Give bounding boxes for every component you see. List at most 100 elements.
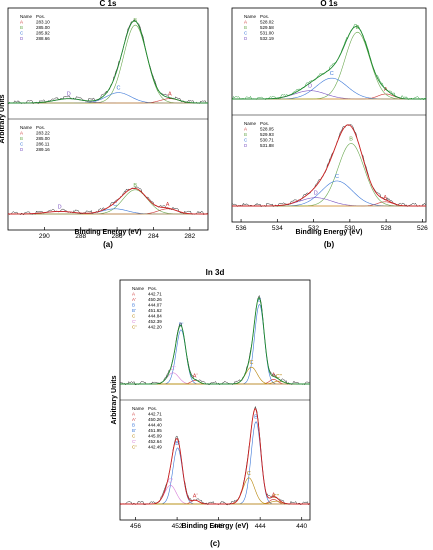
- legend-entry-pos: 451.62: [148, 308, 162, 313]
- legend-entry-name: B: [20, 25, 23, 30]
- x-tick-label: 532: [308, 225, 319, 232]
- legend-entry-pos: 444.07: [148, 303, 162, 308]
- y-axis-label: Arbitrary Units: [0, 94, 6, 143]
- x-axis-label: Binding Energy (eV): [182, 523, 249, 530]
- peak-label: B: [356, 25, 360, 31]
- legend-entry-pos: 444.84: [148, 314, 162, 319]
- legend-entry-pos: 531.00: [260, 31, 274, 36]
- peak-label: D: [67, 92, 71, 98]
- legend-entry-name: D: [20, 147, 24, 152]
- legend-entry-pos: 450.26: [148, 417, 162, 422]
- legend-entry-name: B: [132, 423, 135, 428]
- component-peak-B: [232, 143, 426, 207]
- x-tick-label: 536: [236, 225, 247, 232]
- legend-entry-pos: 528.05: [260, 127, 274, 132]
- legend-entry-pos: 529.93: [260, 132, 274, 137]
- legend-entry-name: A: [20, 131, 23, 136]
- legend-header-pos: Pos.: [36, 125, 45, 130]
- peak-label: A: [272, 372, 276, 378]
- component-peak-D: [232, 90, 426, 100]
- legend-entry-name: D: [244, 36, 248, 41]
- y-axis-label: Arbitrary Units: [111, 375, 118, 424]
- peak-label: C: [249, 360, 253, 366]
- panel-label: (c): [210, 539, 220, 548]
- legend-entry-name: C': [132, 319, 136, 324]
- fit-envelope: [8, 187, 208, 215]
- legend-top: Name Pos. A 442.71 A' 450.26 B 444.07 B' 451.62 C 4…: [132, 286, 162, 330]
- legend-entry-name: C: [20, 31, 24, 36]
- peak-label: C'': [276, 374, 282, 380]
- chart-title: C 1s: [100, 0, 117, 8]
- component-peak-B: [232, 31, 426, 100]
- x-tick-label: 284: [148, 233, 159, 240]
- peak-label: D: [308, 84, 312, 90]
- legend-entry-pos: 531.88: [260, 143, 274, 148]
- peak-label: C: [335, 174, 339, 180]
- x-axis-label: Binding Energy (eV): [296, 229, 363, 236]
- legend-entry-name: B': [132, 308, 136, 313]
- legend-entry-pos: 285.00: [36, 25, 50, 30]
- peak-label: A': [193, 493, 198, 499]
- legend-entry-name: C: [20, 142, 24, 147]
- peak-label: C: [113, 202, 117, 208]
- x-tick-label: 456: [130, 523, 141, 530]
- peak-label: A: [272, 492, 276, 498]
- legend-entry-pos: 530.71: [260, 138, 274, 143]
- legend-entry-name: C': [132, 439, 136, 444]
- legend-bottom: Name Pos. A 528.05 B 529.93 C 530.71 D 531.88: [244, 121, 274, 148]
- x-tick-label: 534: [272, 225, 283, 232]
- legend-entry-name: B: [20, 136, 23, 141]
- legend-entry-name: C: [244, 138, 248, 143]
- legend-entry-name: B: [132, 303, 135, 308]
- legend-entry-name: A: [244, 20, 247, 25]
- legend-entry-pos: 529.58: [260, 25, 274, 30]
- legend-entry-pos: 442.71: [148, 412, 162, 417]
- x-axis-label: Binding Energy (eV): [75, 229, 142, 236]
- peak-label: B': [175, 441, 180, 447]
- legend-top: Name Pos. A 283.10 B 285.00 C 285.92 D 288.66: [20, 14, 50, 41]
- x-tick-label: 282: [184, 233, 195, 240]
- legend-header-name: Name: [244, 121, 257, 126]
- chart-panel-2: In 3d Arbitrary Units 456 452 448 444 440 Bindi…: [111, 268, 311, 548]
- peak-label: A: [384, 87, 388, 93]
- component-peak-C: [232, 77, 426, 100]
- legend-entry-name: D: [20, 36, 24, 41]
- peak-label: D: [58, 204, 62, 210]
- peak-label: A: [166, 202, 170, 208]
- x-tick-label: 288: [75, 233, 86, 240]
- legend-entry-pos: 445.09: [148, 434, 162, 439]
- x-tick-label: 290: [39, 233, 50, 240]
- chart-title: In 3d: [206, 268, 225, 277]
- legend-bottom: Name Pos. A 283.22 B 285.00 C 286.11 D 289.16: [20, 125, 50, 152]
- fit-envelope: [8, 20, 208, 104]
- chart-panel-0: C 1s Arbitrary Units 290 288 286 284 282 Bindin…: [0, 0, 209, 249]
- legend-header-name: Name: [244, 14, 257, 19]
- legend-top: Name Pos. A 528.02 B 529.58 C 531.00 D 532.19: [244, 14, 274, 41]
- fit-envelope: [232, 26, 426, 100]
- legend-header-name: Name: [132, 286, 145, 291]
- legend-entry-pos: 528.02: [260, 20, 274, 25]
- legend-entry-name: A': [132, 297, 136, 302]
- legend-entry-pos: 532.19: [260, 36, 274, 41]
- legend-header-pos: Pos.: [36, 14, 45, 19]
- legend-entry-name: B: [244, 132, 247, 137]
- fit-envelope: [120, 297, 310, 385]
- legend-entry-name: C: [244, 31, 248, 36]
- peak-label: A: [168, 92, 172, 98]
- legend-entry-pos: 452.39: [148, 319, 162, 324]
- peak-label: C': [171, 366, 176, 372]
- panel-label: (b): [324, 240, 335, 249]
- x-tick-label: 452: [172, 523, 183, 530]
- x-tick-label: 448: [213, 523, 224, 530]
- legend-entry-name: C: [132, 314, 136, 319]
- legend-entry-pos: 286.11: [36, 142, 50, 147]
- legend-entry-pos: 283.10: [36, 20, 50, 25]
- component-peak-A: [232, 201, 426, 207]
- legend-entry-name: A: [132, 292, 135, 297]
- x-tick-label: 530: [344, 225, 355, 232]
- peak-label: B: [133, 183, 137, 189]
- component-peak-Bp: [120, 447, 310, 505]
- peak-label: C: [330, 71, 334, 77]
- legend-entry-name: C: [132, 434, 136, 439]
- legend-entry-pos: 444.40: [148, 423, 162, 428]
